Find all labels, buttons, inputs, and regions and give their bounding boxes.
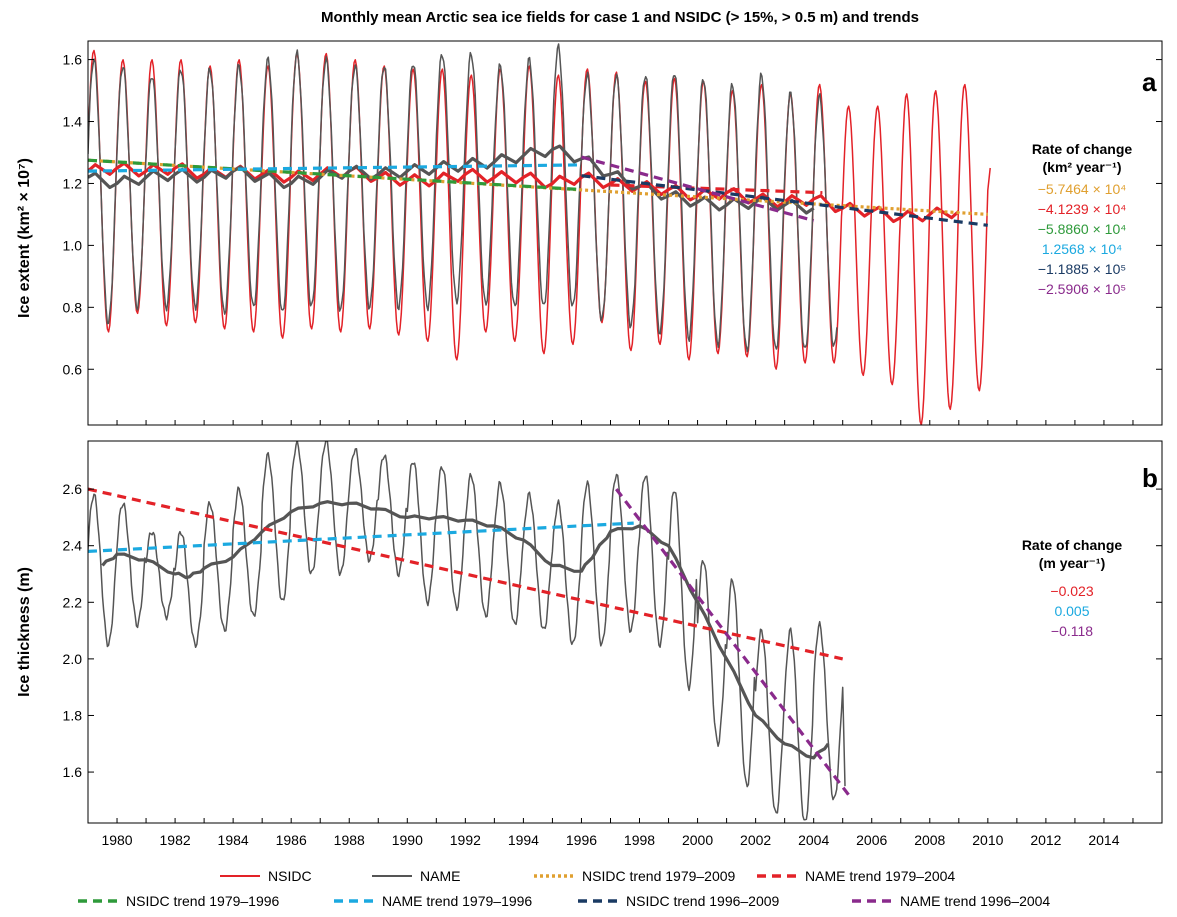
rate-title-b-line2: (m year⁻¹) [1039,555,1106,571]
plot-area-b [88,441,850,821]
series-a-name-trend-1979-1996 [88,163,582,173]
legend-label-0: NSIDC [268,868,312,884]
x-tick-label-13: 2006 [856,832,887,848]
x-tick-label-9: 1998 [624,832,655,848]
rate-value-b-0: −0.023 [1050,583,1093,599]
plot-area-a [88,43,991,425]
y-tick-label-a-2: 1.0 [63,237,83,253]
y-tick-label-a-4: 1.4 [63,114,83,130]
legend-label-4: NSIDC trend 1979–1996 [126,893,280,909]
y-tick-label-a-5: 1.6 [63,52,83,68]
series-b-name-trend-1979-1996 [88,521,634,553]
panel-label-b: b [1142,463,1158,493]
y-tick-label-b-0: 1.6 [63,764,83,780]
plot-frame-a [87,40,1163,426]
legend-label-6: NSIDC trend 1996–2009 [626,893,780,909]
x-tick-label-6: 1992 [450,832,481,848]
y-tick-label-a-1: 0.8 [63,299,83,315]
x-tick-label-7: 1994 [508,832,539,848]
legend-label-7: NAME trend 1996–2004 [900,893,1050,909]
rate-title-a-line1: Rate of change [1032,141,1133,157]
y-tick-label-b-1: 1.8 [63,707,83,723]
y-tick-label-b-5: 2.6 [63,481,83,497]
chart-title: Monthly mean Arctic sea ice fields for c… [321,9,919,26]
rate-value-a-5: −2.5906 × 10⁵ [1038,281,1126,297]
y-tick-label-a-3: 1.2 [63,175,83,191]
plot-frame-b [87,440,1163,824]
y-axis-label-b: Ice thickness (m) [16,567,33,697]
x-tick-label-2: 1984 [218,832,249,848]
legend-label-3: NAME trend 1979–2004 [805,868,955,884]
x-tick-label-1: 1982 [160,832,191,848]
rate-value-b-2: −0.118 [1051,623,1093,639]
x-tick-label-4: 1988 [334,832,365,848]
x-tick-label-11: 2002 [740,832,771,848]
x-tick-label-3: 1986 [276,832,307,848]
legend-label-5: NAME trend 1979–1996 [382,893,532,909]
legend-label-2: NSIDC trend 1979–2009 [582,868,736,884]
y-axis-label-a: Ice extent (km² × 10⁷) [16,158,33,318]
x-tick-label-8: 1996 [566,832,597,848]
series-a-name [88,43,838,353]
series-a-nsidc [88,49,991,425]
x-tick-label-5: 1990 [392,832,423,848]
x-tick-label-17: 2014 [1088,832,1119,848]
rate-title-a-line2: (km² year⁻¹) [1043,159,1122,175]
rate-value-a-2: −5.8860 × 10⁴ [1038,221,1127,237]
rate-title-b-line1: Rate of change [1022,537,1123,553]
y-tick-label-b-3: 2.2 [63,594,83,610]
rate-value-a-4: −1.1885 × 10⁵ [1038,261,1126,277]
x-tick-label-16: 2012 [1030,832,1061,848]
rate-value-a-3: 1.2568 × 10⁴ [1042,241,1122,257]
series-b-name-trend-1996-2004 [615,488,850,796]
rate-value-a-1: −4.1239 × 10⁴ [1038,201,1127,217]
legend-label-1: NAME [420,868,460,884]
series-b-name-annual-mean [101,500,830,760]
y-tick-label-a-0: 0.6 [63,361,83,377]
x-tick-label-12: 2004 [798,832,829,848]
series-a-nsidc-trend-1996-2009 [581,174,988,227]
series-a-nsidc-trend-1979-1996 [88,158,582,192]
y-tick-label-b-2: 2.0 [63,651,83,667]
series-a-name-trend-1979-2004 [610,183,823,195]
series-b-name [88,441,846,821]
x-tick-label-0: 1980 [101,832,132,848]
y-tick-label-b-4: 2.4 [63,538,83,554]
x-tick-label-15: 2010 [972,832,1003,848]
x-tick-label-14: 2008 [914,832,945,848]
series-b-name-trend-1979-2004 [88,487,844,661]
panel-label-a: a [1142,67,1157,97]
series-a-name-trend-1996-2004 [581,155,815,223]
rate-value-a-0: −5.7464 × 10⁴ [1038,181,1127,197]
x-tick-label-10: 2000 [682,832,713,848]
rate-value-b-1: 0.005 [1054,603,1089,619]
